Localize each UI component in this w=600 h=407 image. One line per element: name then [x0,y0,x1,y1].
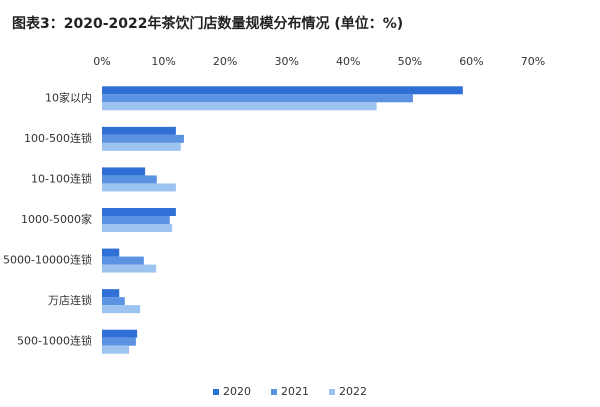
y-tick-label: 500-1000连锁 [17,334,92,348]
bar [102,183,176,192]
x-tick-label: 0% [93,55,110,68]
x-tick-label: 20% [213,55,237,68]
bar [102,264,157,273]
bar [102,345,130,354]
x-tick-label: 60% [459,55,483,68]
x-tick-label: 10% [151,55,175,68]
bar [102,102,377,111]
bar [102,329,138,338]
bar [102,256,144,265]
y-tick-label: 10家以内 [45,90,92,104]
y-tick-label: 1000-5000家 [21,212,92,226]
y-tick-label: 5000-10000连锁 [3,253,92,267]
bar [102,289,120,298]
chart-title: 图表3：2020-2022年茶饮门店数量规模分布情况 (单位：%) [12,15,403,32]
y-tick-label: 万店连锁 [48,293,92,307]
legend-label: 2020 [223,385,251,398]
bar [102,175,157,184]
x-tick-label: 40% [336,55,360,68]
bar [102,297,125,306]
bar [102,134,184,143]
bar [102,142,181,151]
bar [102,208,176,216]
bar [102,167,146,176]
bar [102,126,176,135]
x-tick-label: 30% [274,55,298,68]
legend-swatch [329,389,335,395]
bar [102,224,173,232]
bar [102,337,136,346]
legend-swatch [271,389,277,395]
y-tick-label: 100-500连锁 [24,131,92,145]
legend-label: 2022 [339,385,367,398]
legend-swatch [213,389,219,395]
x-tick-label: 70% [521,55,545,68]
bar [102,216,170,224]
y-tick-label: 10-100连锁 [31,171,92,185]
bar [102,86,463,95]
x-tick-label: 50% [398,55,422,68]
bar [102,94,413,103]
bar [102,305,141,314]
bar [102,248,120,257]
legend-label: 2021 [281,385,309,398]
